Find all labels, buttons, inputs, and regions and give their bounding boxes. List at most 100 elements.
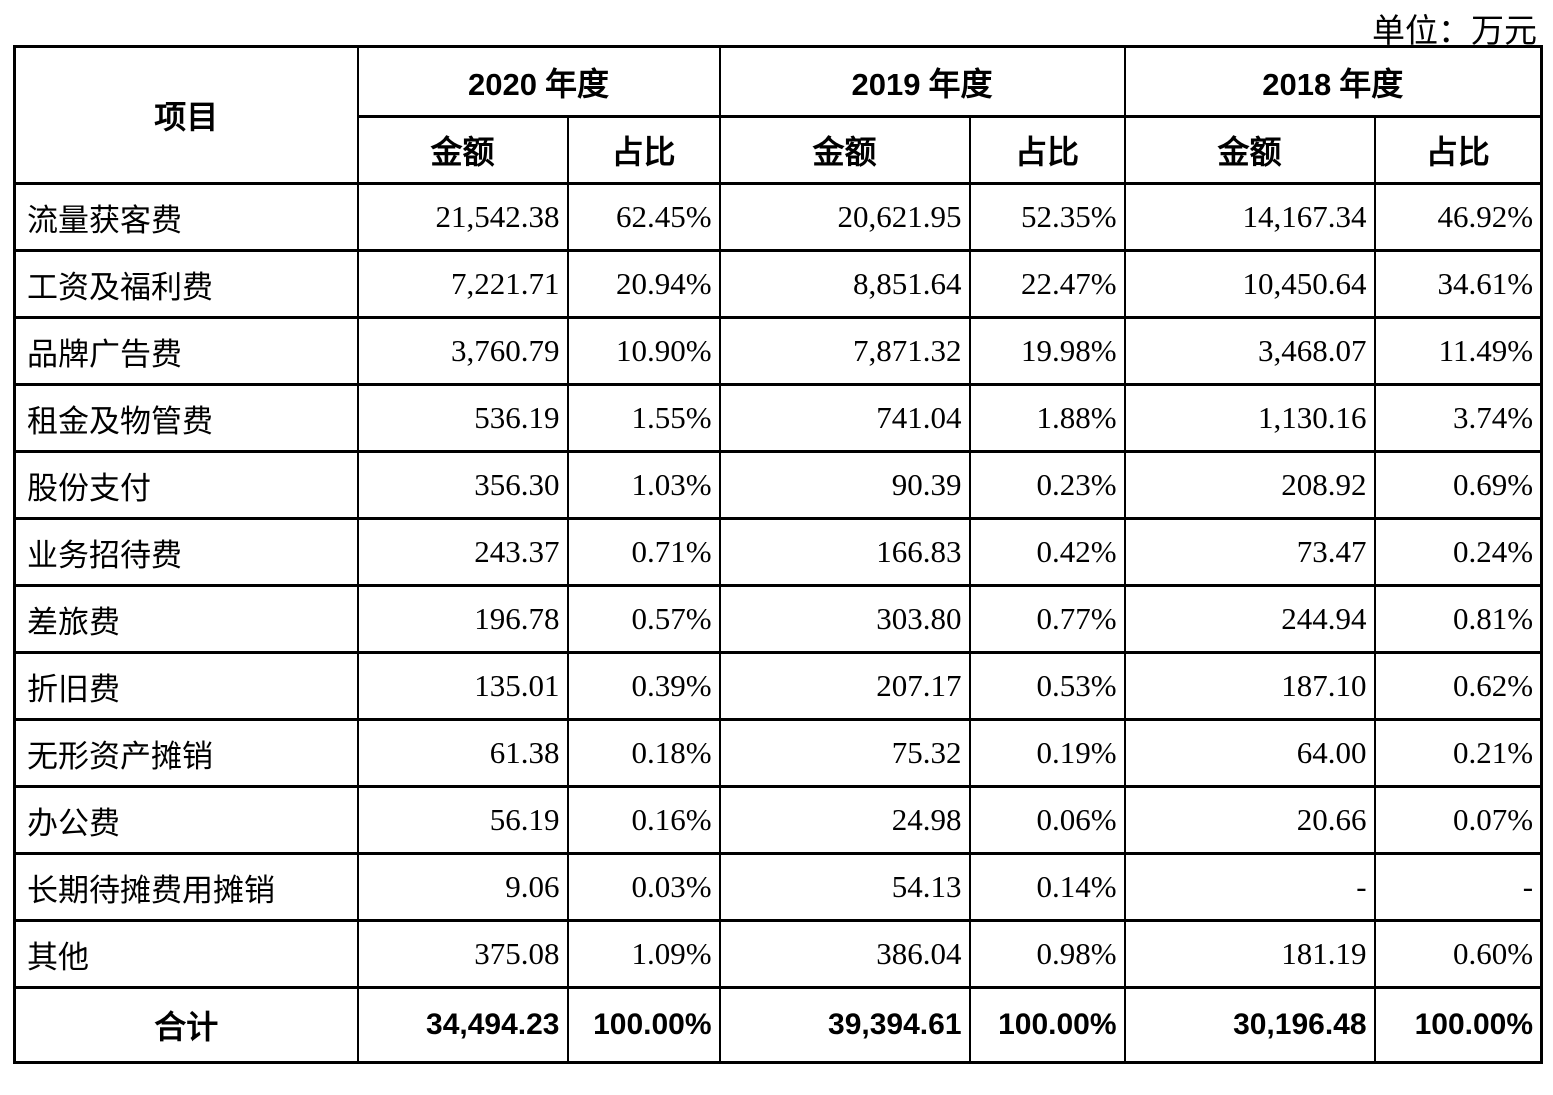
cell-amount-2019: 207.17: [718, 651, 971, 721]
cell-ratio-2018: 0.62%: [1373, 651, 1543, 721]
header-year-2018: 2018 年度: [1123, 45, 1543, 118]
cell-ratio-2018: 0.21%: [1373, 718, 1543, 788]
cell-amount-2018: 64.00: [1123, 718, 1376, 788]
table-row: 办公费 56.19 0.16% 24.98 0.06% 20.66 0.07%: [13, 785, 1543, 855]
table-body: 流量获客费 21,542.38 62.45% 20,621.95 52.35% 14,16…: [13, 182, 1543, 1064]
cell-amount-2018: 181.19: [1123, 919, 1376, 989]
table-row: 流量获客费 21,542.38 62.45% 20,621.95 52.35% 14,16…: [13, 182, 1543, 252]
year-2018-number: 2018: [1262, 66, 1332, 102]
total-amount-2020: 34,494.23: [356, 986, 569, 1064]
cell-amount-2018: 3,468.07: [1123, 316, 1376, 386]
cell-amount-2018: 73.47: [1123, 517, 1376, 587]
cell-ratio-2020: 1.09%: [566, 919, 721, 989]
cell-ratio-2018: 0.81%: [1373, 584, 1543, 654]
cell-amount-2018: 208.92: [1123, 450, 1376, 520]
cell-amount-2020: 7,221.71: [356, 249, 569, 319]
row-item-label: 折旧费: [13, 651, 359, 721]
year-2020-suffix: 年度: [544, 65, 609, 102]
year-2018-suffix: 年度: [1339, 65, 1404, 102]
cell-amount-2018: 14,167.34: [1123, 182, 1376, 252]
header-ratio-2018: 占比: [1373, 115, 1543, 185]
cell-ratio-2018: 0.24%: [1373, 517, 1543, 587]
cell-ratio-2019: 19.98%: [968, 316, 1126, 386]
cell-amount-2018: 187.10: [1123, 651, 1376, 721]
header-amount-2018: 金额: [1123, 115, 1376, 185]
header-sub-row: 金额 占比 金额 占比 金额 占比: [15, 115, 1543, 185]
cell-ratio-2018: 0.07%: [1373, 785, 1543, 855]
cell-amount-2019: 8,851.64: [718, 249, 971, 319]
total-ratio-2018: 100.00%: [1373, 986, 1543, 1064]
cell-amount-2020: 61.38: [356, 718, 569, 788]
cell-amount-2018: -: [1123, 852, 1376, 922]
cell-ratio-2020: 0.18%: [566, 718, 721, 788]
table-row: 品牌广告费 3,760.79 10.90% 7,871.32 19.98% 3,468.0…: [13, 316, 1543, 386]
cell-ratio-2019: 0.42%: [968, 517, 1126, 587]
cell-amount-2019: 166.83: [718, 517, 971, 587]
cell-amount-2019: 90.39: [718, 450, 971, 520]
table-row: 差旅费 196.78 0.57% 303.80 0.77% 244.94 0.81%: [13, 584, 1543, 654]
cell-ratio-2019: 0.53%: [968, 651, 1126, 721]
row-item-label: 租金及物管费: [13, 383, 359, 453]
cell-amount-2018: 1,130.16: [1123, 383, 1376, 453]
header-item: 项目: [13, 45, 359, 185]
cell-ratio-2020: 10.90%: [566, 316, 721, 386]
cell-ratio-2020: 0.39%: [566, 651, 721, 721]
cell-amount-2020: 243.37: [356, 517, 569, 587]
cell-ratio-2019: 1.88%: [968, 383, 1126, 453]
year-2019-number: 2019: [851, 66, 921, 102]
table-row: 其他 375.08 1.09% 386.04 0.98% 181.19 0.60%: [13, 919, 1543, 989]
total-ratio-2020: 100.00%: [566, 986, 721, 1064]
cell-amount-2018: 244.94: [1123, 584, 1376, 654]
cell-amount-2019: 20,621.95: [718, 182, 971, 252]
cell-amount-2020: 9.06: [356, 852, 569, 922]
row-item-label: 差旅费: [13, 584, 359, 654]
header-ratio-2019: 占比: [968, 115, 1126, 185]
cell-ratio-2020: 0.03%: [566, 852, 721, 922]
table-row: 业务招待费 243.37 0.71% 166.83 0.42% 73.47 0.24%: [13, 517, 1543, 587]
cell-ratio-2019: 22.47%: [968, 249, 1126, 319]
cell-ratio-2020: 0.57%: [566, 584, 721, 654]
year-2019-suffix: 年度: [928, 65, 993, 102]
cell-ratio-2019: 0.77%: [968, 584, 1126, 654]
year-2020-number: 2020: [468, 66, 537, 102]
cell-amount-2018: 10,450.64: [1123, 249, 1376, 319]
table-row: 无形资产摊销 61.38 0.18% 75.32 0.19% 64.00 0.21%: [13, 718, 1543, 788]
cell-ratio-2020: 0.16%: [566, 785, 721, 855]
cell-ratio-2020: 62.45%: [566, 182, 721, 252]
row-item-label: 办公费: [13, 785, 359, 855]
cell-ratio-2020: 1.55%: [566, 383, 721, 453]
table-row: 股份支付 356.30 1.03% 90.39 0.23% 208.92 0.69%: [13, 450, 1543, 520]
expense-breakdown-table: 项目 2020 年度 2019 年度 2018 年度 金额 占比 金额 占比 金额 占…: [13, 45, 1544, 1064]
table-header: 项目 2020 年度 2019 年度 2018 年度 金额 占比 金额 占比 金额 占…: [13, 45, 1543, 185]
unit-label: 单位：万元: [1372, 14, 1537, 50]
cell-ratio-2019: 0.98%: [968, 919, 1126, 989]
total-label: 合计: [13, 986, 359, 1064]
cell-amount-2020: 21,542.38: [356, 182, 569, 252]
table-row: 长期待摊费用摊销 9.06 0.03% 54.13 0.14% - -: [13, 852, 1543, 922]
cell-ratio-2018: 0.69%: [1373, 450, 1543, 520]
cell-amount-2020: 196.78: [356, 584, 569, 654]
cell-ratio-2018: 3.74%: [1373, 383, 1543, 453]
cell-amount-2019: 54.13: [718, 852, 971, 922]
cell-ratio-2019: 0.23%: [968, 450, 1126, 520]
cell-ratio-2018: 0.60%: [1373, 919, 1543, 989]
cell-ratio-2018: 34.61%: [1373, 249, 1543, 319]
cell-ratio-2020: 0.71%: [566, 517, 721, 587]
cell-ratio-2019: 0.06%: [968, 785, 1126, 855]
row-item-label: 流量获客费: [13, 182, 359, 252]
cell-ratio-2018: -: [1373, 852, 1543, 922]
row-item-label: 业务招待费: [13, 517, 359, 587]
cell-ratio-2020: 20.94%: [566, 249, 721, 319]
cell-amount-2020: 356.30: [356, 450, 569, 520]
total-ratio-2019: 100.00%: [968, 986, 1126, 1064]
cell-amount-2019: 303.80: [718, 584, 971, 654]
cell-amount-2020: 3,760.79: [356, 316, 569, 386]
cell-amount-2020: 536.19: [356, 383, 569, 453]
header-year-row: 项目 2020 年度 2019 年度 2018 年度: [13, 45, 1543, 185]
table-row: 工资及福利费 7,221.71 20.94% 8,851.64 22.47% 10,450…: [13, 249, 1543, 319]
row-item-label: 品牌广告费: [13, 316, 359, 386]
cell-ratio-2018: 46.92%: [1373, 182, 1543, 252]
total-amount-2018: 30,196.48: [1123, 986, 1376, 1064]
cell-amount-2018: 20.66: [1123, 785, 1376, 855]
